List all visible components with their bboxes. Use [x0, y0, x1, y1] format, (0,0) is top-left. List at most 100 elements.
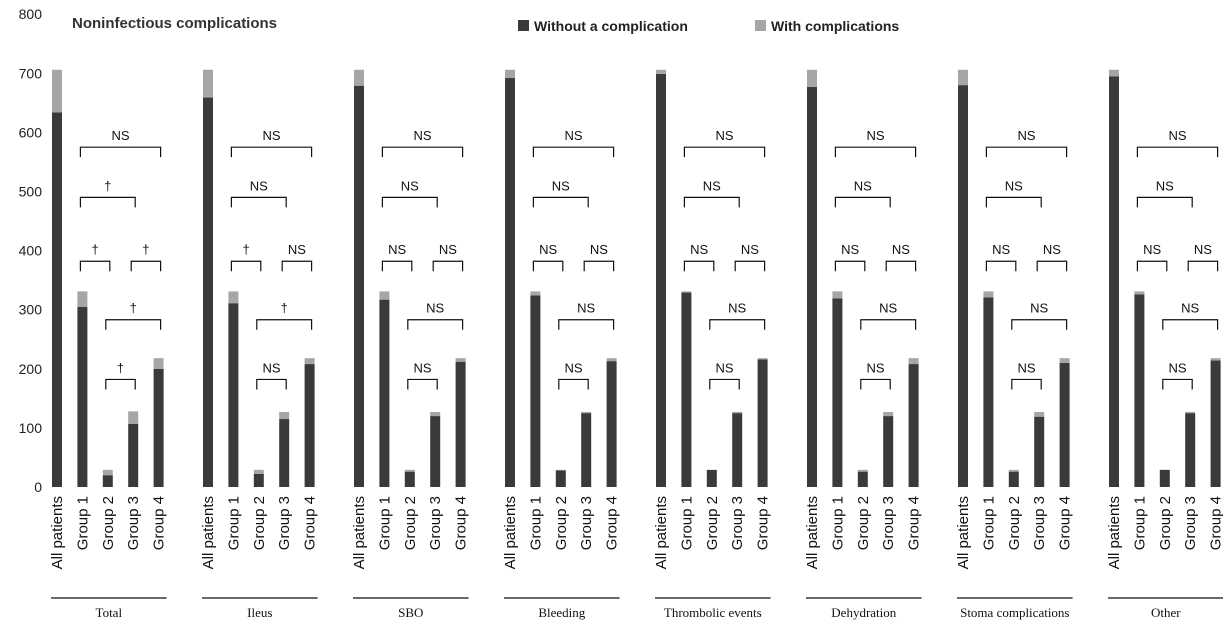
bar-category-label: Group 1 — [1131, 496, 1148, 550]
significance-label: NS — [690, 242, 708, 257]
bar-without-complication — [1134, 294, 1145, 487]
significance-bracket — [683, 146, 766, 158]
bar-without-complication — [883, 416, 894, 487]
bar-category-label: Group 4 — [151, 496, 168, 550]
bar-without-complication — [77, 306, 88, 487]
significance-label: NS — [564, 128, 582, 143]
bar-without-complication — [304, 364, 315, 487]
significance-bracket — [583, 260, 615, 272]
bar-without-complication — [958, 85, 968, 488]
group-stoma-complications: All patients Group 1 Group 2 Group 3 Group 4… — [955, 69, 1074, 620]
bar-with-complications — [555, 469, 566, 471]
significance-label: NS — [854, 178, 872, 193]
significance-bracket — [407, 378, 438, 390]
significance-label: NS — [564, 360, 582, 375]
y-tick-label: 600 — [19, 124, 43, 140]
bar-category-label: Group 2 — [402, 496, 419, 550]
bar-category-label: Group 3 — [880, 496, 897, 550]
bar-with-complications — [1034, 411, 1045, 417]
bar-category-label: Group 1 — [829, 496, 846, 550]
bar-with-complications — [455, 358, 466, 362]
significance-label: NS — [1143, 242, 1161, 257]
bar-without-complication — [455, 361, 466, 487]
significance-bracket — [1187, 260, 1219, 272]
bar-with-complications — [1185, 411, 1196, 414]
bar-category-label: Group 1 — [376, 496, 393, 550]
significance-label: NS — [401, 178, 419, 193]
y-tick-label: 800 — [19, 6, 43, 22]
significance-bracket — [230, 260, 262, 272]
legend-label-without: Without a complication — [534, 18, 688, 34]
significance-bracket — [105, 378, 136, 390]
bar-with-complications — [857, 469, 868, 472]
bar-without-complication — [505, 78, 515, 487]
significance-label: NS — [388, 242, 406, 257]
bar-without-complication — [203, 97, 213, 487]
group-total: All patients Group 1 Group 2 Group 3 Group 4… — [49, 69, 168, 620]
bar-without-complication — [1159, 469, 1170, 487]
y-tick-label: 300 — [19, 302, 43, 318]
bar-category-label: Group 3 — [1031, 496, 1048, 550]
significance-bracket — [381, 146, 464, 158]
y-tick-label: 0 — [34, 479, 42, 495]
significance-bracket — [885, 260, 917, 272]
significance-bracket — [105, 319, 162, 330]
bar-with-complications — [1109, 69, 1119, 77]
significance-label: NS — [728, 301, 746, 316]
bar-with-complications — [757, 358, 768, 360]
significance-label: † — [91, 242, 98, 257]
bar-with-complications — [606, 358, 617, 362]
significance-bracket — [1136, 146, 1219, 158]
bar-without-complication — [530, 295, 541, 487]
significance-bracket — [985, 146, 1068, 158]
significance-bracket — [79, 146, 162, 158]
bar-without-complication — [1185, 413, 1196, 487]
bar-without-complication — [983, 297, 994, 487]
bar-category-label: Group 3 — [578, 496, 595, 550]
significance-label: NS — [1030, 301, 1048, 316]
bar-with-complications — [77, 291, 88, 307]
significance-label: NS — [439, 242, 457, 257]
legend-swatch-without — [518, 20, 529, 31]
bar-without-complication — [253, 473, 264, 487]
bar-with-complications — [732, 411, 743, 414]
significance-label: NS — [741, 242, 759, 257]
bar-category-label: Group 4 — [453, 496, 470, 550]
significance-bracket — [985, 196, 1042, 208]
bar-without-complication — [656, 73, 666, 488]
bar-with-complications — [1210, 358, 1221, 361]
bar-without-complication — [153, 368, 164, 487]
bar-with-complications — [681, 291, 692, 293]
significance-label: NS — [1017, 128, 1035, 143]
significance-label: NS — [590, 242, 608, 257]
bar-category-label: All patients — [49, 496, 66, 569]
bar-with-complications — [505, 69, 515, 79]
bar-without-complication — [706, 469, 717, 487]
bar-without-complication — [732, 413, 743, 487]
legend-label-with: With complications — [771, 18, 899, 34]
significance-bracket — [407, 319, 464, 330]
significance-bracket — [709, 319, 766, 330]
significance-bracket — [1136, 260, 1168, 272]
group-label: Thrombolic events — [664, 605, 762, 620]
significance-bracket — [256, 378, 287, 390]
significance-label: NS — [250, 178, 268, 193]
bar-with-complications — [253, 469, 264, 474]
bar-without-complication — [807, 86, 817, 487]
significance-bracket — [558, 319, 615, 330]
bar-with-complications — [153, 358, 164, 369]
y-tick-label: 500 — [19, 184, 43, 200]
bar-category-label: All patients — [804, 496, 821, 569]
significance-label: NS — [879, 301, 897, 316]
group-label: Stoma complications — [960, 605, 1069, 620]
significance-label: NS — [413, 128, 431, 143]
group-label: SBO — [398, 605, 423, 620]
bar-category-label: All patients — [1106, 496, 1123, 569]
bar-without-complication — [430, 416, 441, 487]
group-ileus: All patients Group 1 Group 2 Group 3 Group 4… — [200, 69, 319, 620]
significance-label: NS — [992, 242, 1010, 257]
significance-label: NS — [288, 242, 306, 257]
significance-label: NS — [866, 128, 884, 143]
y-tick-label: 400 — [19, 243, 43, 259]
bar-without-complication — [832, 298, 843, 487]
